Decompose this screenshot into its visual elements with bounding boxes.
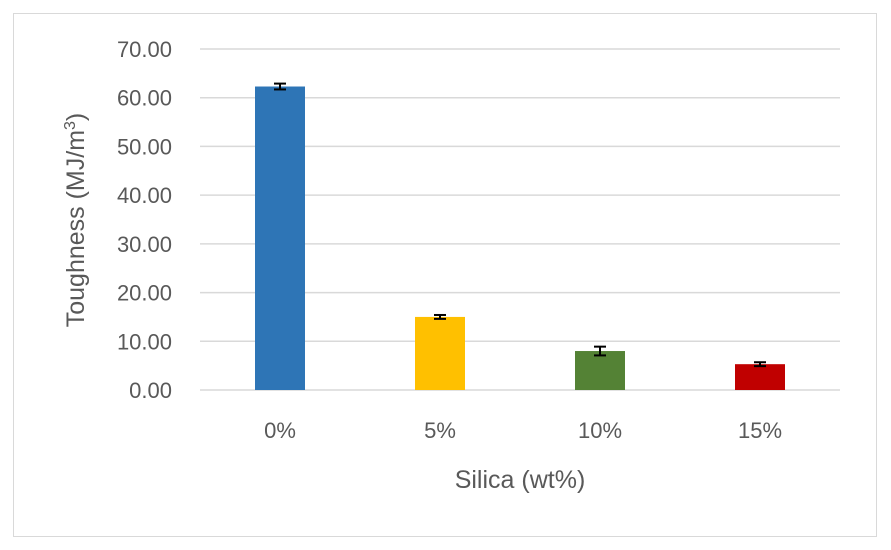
gridlines — [200, 48, 840, 391]
x-tick-labels: 0% 5% 10% 15% — [264, 418, 782, 443]
error-bar — [434, 313, 446, 320]
bar-0pct — [255, 86, 305, 390]
y-tick-label: 0.00 — [129, 378, 172, 403]
y-tick-label: 50.00 — [117, 134, 172, 159]
y-axis-title-close: ) — [62, 113, 90, 121]
y-axis-title: Toughness (MJ/m3) — [62, 113, 90, 328]
x-tick-label: 5% — [424, 418, 456, 443]
y-tick-label: 60.00 — [117, 86, 172, 111]
y-tick-label: 10.00 — [117, 329, 172, 354]
error-bars — [274, 82, 766, 368]
x-axis-title: Silica (wt%) — [455, 466, 586, 494]
y-tick-label: 40.00 — [117, 183, 172, 208]
bar-5pct — [415, 316, 465, 390]
y-tick-label: 30.00 — [117, 232, 172, 257]
bar-15pct — [735, 364, 785, 390]
y-tick-label: 70.00 — [117, 37, 172, 62]
y-tick-labels: 0.00 10.00 20.00 30.00 40.00 50.00 60.00 70.00 — [117, 37, 172, 403]
bar-10pct — [575, 351, 625, 390]
x-tick-label: 10% — [578, 418, 622, 443]
y-axis-title-text: Toughness (MJ/m — [62, 130, 90, 327]
error-bar — [274, 82, 286, 91]
y-tick-label: 20.00 — [117, 281, 172, 306]
bars — [255, 86, 785, 390]
error-bar — [754, 361, 766, 368]
chart-frame — [13, 13, 877, 537]
y-axis-title-superscript: 3 — [62, 121, 79, 130]
x-tick-label: 15% — [738, 418, 782, 443]
error-bar — [594, 345, 606, 357]
x-tick-label: 0% — [264, 418, 296, 443]
